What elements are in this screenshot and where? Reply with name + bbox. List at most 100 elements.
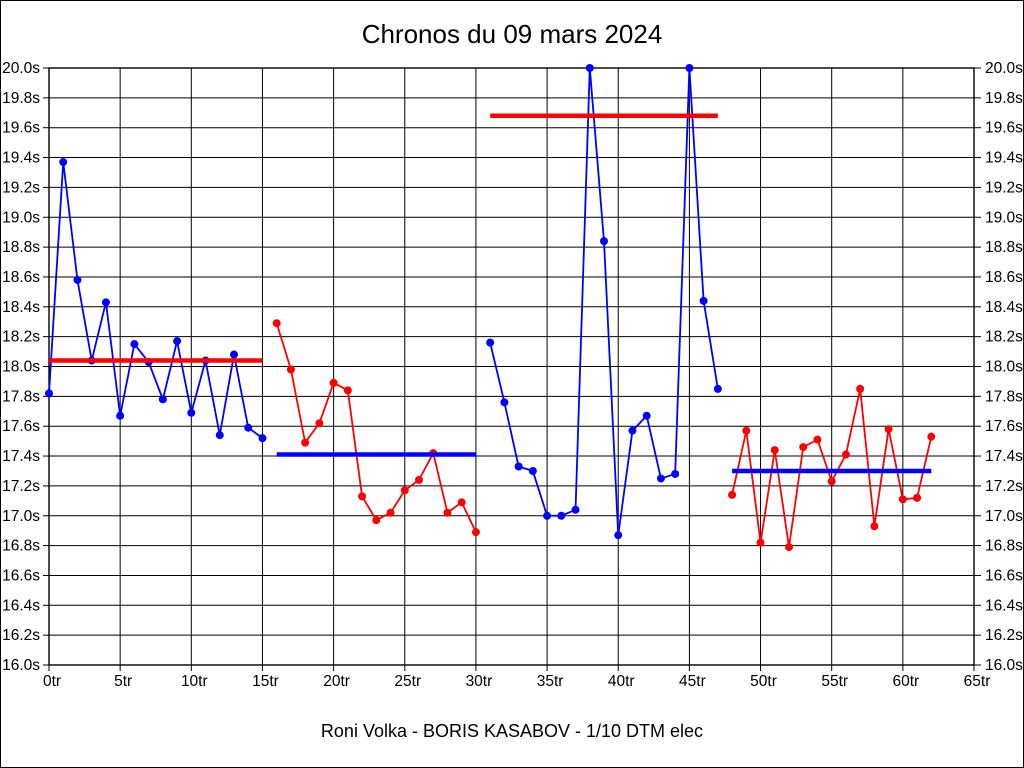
lap-point [927,432,936,441]
lap-point [329,378,338,387]
y-axis-label-right: 17.6s [985,418,1023,435]
lap-point [913,493,922,502]
y-axis-label-right: 17.0s [985,508,1023,525]
lap-point [528,466,537,475]
lap-point [642,411,651,420]
y-axis-label-left: 16.8s [2,538,40,555]
y-axis-label-right: 18.4s [985,299,1023,316]
lap-point [685,64,694,72]
y-axis-label-left: 18.2s [2,329,40,346]
lap-point [514,462,523,471]
y-axis-label-left: 18.6s [2,269,40,286]
lap-point [130,340,139,349]
x-axis-label: 45tr [679,673,706,690]
lap-point [358,492,367,501]
lap-point [898,495,907,504]
lap-point [557,511,566,520]
y-axis-label-right: 20.0s [985,60,1023,77]
x-axis-label: 65tr [964,673,991,690]
x-axis-label: 55tr [821,673,848,690]
y-axis-label-left: 18.8s [2,239,40,256]
lap-point [585,64,594,72]
lap-point [571,505,580,514]
lap-point [286,365,295,374]
lap-point [443,508,452,517]
plot-border [48,67,975,666]
lap-point [301,438,310,447]
y-axis-label-right: 19.4s [985,150,1023,167]
y-axis-label-right: 19.0s [985,209,1023,226]
y-axis-label-right: 19.8s [985,90,1023,107]
y-axis-label-right: 16.2s [985,627,1023,644]
lap-point [756,538,765,547]
lap-point [315,419,324,428]
lap-point [799,443,808,452]
lap-point [73,275,82,284]
y-axis-label-right: 17.4s [985,448,1023,465]
y-axis-label-right: 18.6s [985,269,1023,286]
y-axis-label-left: 17.8s [2,388,40,405]
lap-point [471,528,480,537]
y-axis-label-left: 17.4s [2,448,40,465]
footer-caption: Roni Volka - BORIS KASABOV - 1/10 DTM el… [320,721,704,741]
chart-title: Chronos du 09 mars 2024 [361,19,663,49]
y-axis-label-left: 19.2s [2,179,40,196]
stint-2-lap-times-line [275,322,477,533]
y-axis-label-right: 17.8s [985,388,1023,405]
lap-point [785,543,793,552]
y-axis-label-left: 18.4s [2,299,40,316]
x-axis-label: 20tr [323,673,350,690]
y-axis-label-left: 18.0s [2,359,40,376]
y-axis-label-right: 16.4s [985,597,1023,614]
lap-point [543,511,552,520]
y-axis-label-left: 20.0s [2,60,40,77]
lap-point [158,395,167,404]
lap-point [699,296,708,305]
lap-point [856,384,865,393]
lap-point [173,337,182,346]
y-axis-label-left: 19.4s [2,150,40,167]
lap-point [827,477,836,486]
x-axis-label: 35tr [537,673,564,690]
lap-point [813,435,822,444]
lap-point [244,423,253,432]
y-axis-label-right: 17.2s [985,478,1023,495]
lap-point [656,474,665,483]
y-axis-label-left: 16.2s [2,627,40,644]
x-axis-label: 5tr [114,673,132,690]
y-axis-label-right: 16.6s [985,567,1023,584]
stint-3-lap-times-line [489,67,719,536]
lap-point [372,516,381,525]
y-axis-label-left: 16.4s [2,597,40,614]
lap-point [45,389,53,398]
lap-point [415,475,423,484]
lap-point [614,531,623,540]
lap-point [628,426,637,435]
x-axis-label: 40tr [608,673,635,690]
lap-point [600,237,608,246]
x-axis-label: 60tr [892,673,919,690]
lap-point [713,384,722,393]
lap-point [272,319,281,328]
lap-point [215,431,224,440]
lap-point [187,408,196,417]
lap-point [728,490,737,499]
lap-point [101,298,110,307]
y-axis-label-left: 17.6s [2,418,40,435]
lap-point [742,426,751,435]
x-axis-label: 30tr [466,673,493,690]
y-axis-label-left: 19.8s [2,90,40,107]
x-axis-label: 15tr [252,673,279,690]
lap-point [400,486,409,495]
x-axis-label: 25tr [394,673,421,690]
y-axis-label-right: 16.8s [985,538,1023,555]
lap-point [884,425,893,434]
y-axis-label-right: 19.2s [985,179,1023,196]
lap-point [841,450,850,459]
y-axis-label-left: 19.0s [2,209,40,226]
y-axis-label-left: 17.2s [2,478,40,495]
y-axis-label-left: 19.6s [2,120,40,137]
lap-point [258,434,267,443]
